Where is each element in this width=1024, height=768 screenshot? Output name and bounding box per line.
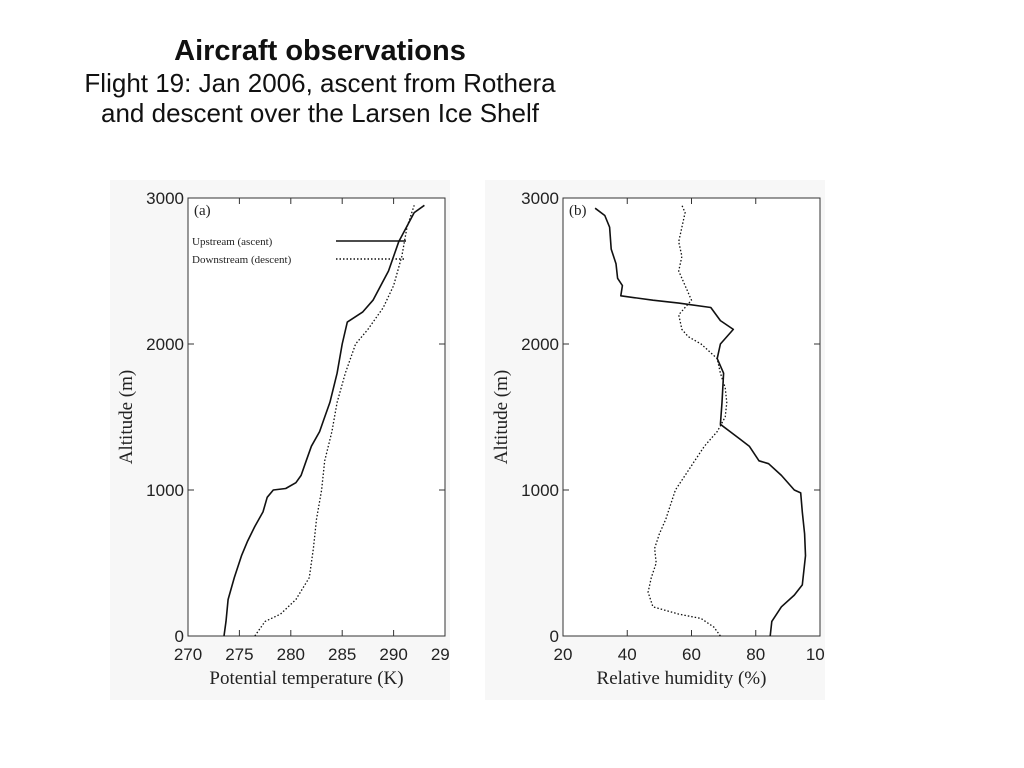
panel-a-x-tick-label: 275 xyxy=(225,645,253,664)
panel-a-x-tick-label: 270 xyxy=(174,645,202,664)
panel-a-legend-label: Downstream (descent) xyxy=(192,254,292,266)
panel-b-x-tick-label: 40 xyxy=(618,645,637,664)
panel-b-panel-label: (b) xyxy=(569,203,587,219)
panel-b-x-axis-title: Relative humidity (%) xyxy=(597,668,767,689)
panel-a-series-downstream-descent-line xyxy=(254,205,415,637)
panel-b-series-downstream-descent-line xyxy=(647,205,728,637)
panel-b-series-upstream-ascent-line xyxy=(594,207,807,637)
panel-b-y-tick-label: 1000 xyxy=(521,481,559,500)
panel-b-plot-frame xyxy=(562,197,821,637)
panel-a-y-tick-label: 2000 xyxy=(146,335,184,354)
panel-b-y-tick-label: 0 xyxy=(550,627,559,646)
slide-subtitle-line-2: and descent over the Larsen Ice Shelf xyxy=(101,98,539,128)
slide-subtitle-line-1: Flight 19: Jan 2006, ascent from Rothera xyxy=(84,68,556,98)
panel-b-y-tick-label: 2000 xyxy=(521,335,559,354)
panel-b-y-axis-title: Altitude (m) xyxy=(491,370,512,464)
panel-b-x-tick-label: 60 xyxy=(682,645,701,664)
panel-b-x-tick-label: 80 xyxy=(746,645,765,664)
chart-panel-b: 0 1000 2000 3000 20 40 60 80 100 Relative humidit… xyxy=(485,180,825,700)
panel-a-y-axis-title: Altitude (m) xyxy=(116,370,137,464)
panel-a-plot-frame xyxy=(187,197,446,637)
slide-title: Aircraft observations xyxy=(174,35,466,67)
panel-a-x-axis-title: Potential temperature (K) xyxy=(209,668,403,689)
panel-a-x-tick-label: 290 xyxy=(379,645,407,664)
panel-a-legend-label: Upstream (ascent) xyxy=(192,236,273,248)
slide-header: Aircraft observations Flight 19: Jan 200… xyxy=(0,34,640,128)
panel-a-y-tick-label: 1000 xyxy=(146,481,184,500)
panel-b-x-tick-label: 20 xyxy=(554,645,573,664)
panel-a-x-tick-label: 295 xyxy=(431,645,450,664)
panel-a-y-tick-label: 3000 xyxy=(146,189,184,208)
panel-a-panel-label: (a) xyxy=(194,203,211,219)
panel-a-y-tick-label: 0 xyxy=(175,627,184,646)
panel-a-x-tick-label: 280 xyxy=(277,645,305,664)
panel-a-series-upstream-ascent-line xyxy=(223,204,425,637)
panel-b-x-tick-label: 100 xyxy=(806,645,825,664)
chart-panel-a: 0 1000 2000 3000 270 275 280 285 290 295 Potential… xyxy=(110,180,450,700)
panel-a-x-tick-label: 285 xyxy=(328,645,356,664)
panel-b-y-tick-label: 3000 xyxy=(521,189,559,208)
